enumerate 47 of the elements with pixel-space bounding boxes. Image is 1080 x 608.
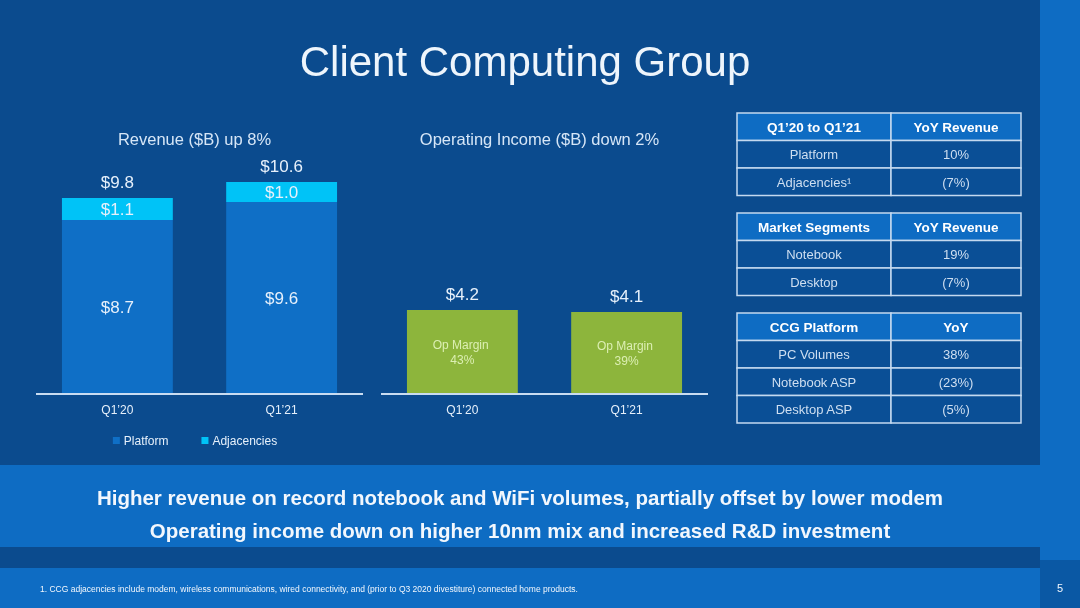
chart-title: Operating Income ($B) down 2% [419,130,660,148]
text: PC Volumes [778,347,851,363]
text: 38% [942,347,970,363]
text: Client Computing Group [299,38,751,85]
text: (7%) [942,174,970,190]
text: 5 [1056,582,1064,594]
x-tick-label: Q1’21 [265,403,298,417]
text: Notebook [786,247,843,263]
text: (23%) [938,374,974,390]
data-label: $1.0 [265,183,299,202]
text: YoY [943,319,969,335]
annotation: Op Margin 43% [432,337,493,367]
total-label: $10.6 [260,157,303,176]
text: Adjacencies¹ [776,174,852,190]
chart-title: Revenue ($B) up 8% [117,130,272,148]
data-label: $4.1 [610,287,644,306]
text: Market Segments [758,219,870,235]
annotation: Op Margin 39% [596,338,657,368]
x-tick-label: Q1’20 [446,403,479,417]
data-label: $4.2 [445,285,479,304]
text: YoY Revenue [913,219,999,235]
text: Operating income down on higher 10nm mix and increased R&D investment [149,519,891,542]
text: (7%) [942,274,970,290]
data-label: $8.7 [100,298,134,317]
text: Higher revenue on record notebook and WiFi volumes, partially offset by lower modem [96,486,944,509]
text: Q1’20 to Q1’21 [767,119,862,135]
x-tick-label: Q1’21 [610,403,643,417]
bar [61,198,173,220]
text: 1. CCG adjacencies include modem, wireless communications, wired connectivity, and (prior to Q3 2020 divestiture) connected home products. [40,584,578,594]
text: YoY Revenue [913,119,999,135]
data-label: $9.6 [265,289,299,308]
text: Platform [789,147,839,163]
text: CCG Platform [769,319,859,335]
text: Desktop ASP [775,402,853,418]
text: 19% [942,247,970,263]
total-label: $9.8 [100,173,134,192]
text: Desktop [790,274,838,290]
text: (5%) [942,402,970,418]
legend-label: Adjacencies [212,434,278,448]
legend-label: Platform [123,434,169,448]
text: 10% [942,147,970,163]
bar [226,182,338,202]
data-label: $1.1 [100,200,134,219]
text: Notebook ASP [771,374,857,390]
bar [226,202,338,394]
bar [61,220,173,394]
x-tick-label: Q1’20 [101,403,134,417]
